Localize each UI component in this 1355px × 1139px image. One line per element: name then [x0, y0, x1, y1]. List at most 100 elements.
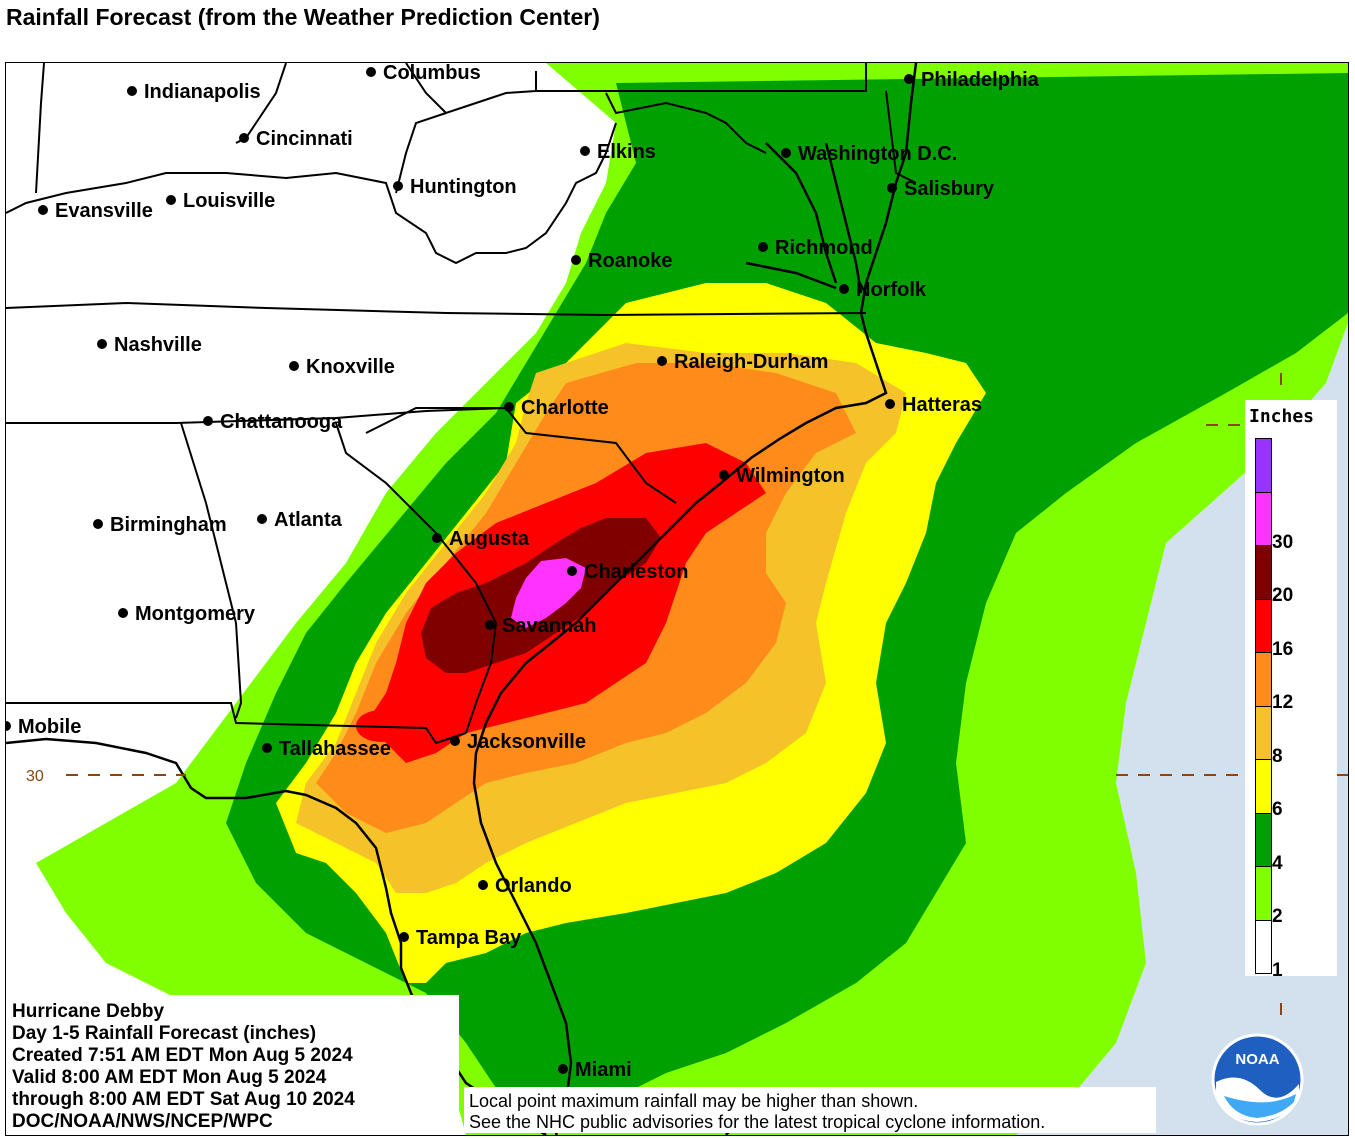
city-label: Salisbury: [904, 178, 995, 200]
city-marker: Charleston: [567, 561, 688, 583]
city-label: Indianapolis: [144, 81, 261, 103]
city-marker: Orlando: [478, 875, 572, 897]
city-dot: [450, 736, 460, 746]
city-label: Mobile: [18, 716, 81, 738]
legend-label: 1: [1272, 959, 1283, 981]
city-marker: Tallahassee: [262, 738, 391, 760]
cities-layer: Columbus Indianapolis Cincinnati Philadelph…: [6, 63, 1040, 1081]
city-marker: Augusta: [432, 528, 530, 550]
legend-label: 4: [1272, 852, 1283, 874]
city-marker: Evansville: [38, 200, 153, 222]
city-dot: [289, 361, 299, 371]
city-dot: [781, 148, 791, 158]
city-dot: [758, 242, 768, 252]
city-dot: [38, 205, 48, 215]
city-dot: [203, 416, 213, 426]
info-source: DOC/NOAA/NWS/NCEP/WPC: [12, 1111, 273, 1132]
city-label: Chattanooga: [220, 411, 343, 433]
legend-swatch: [1255, 919, 1272, 974]
city-dot: [839, 284, 849, 294]
city-dot: [262, 743, 272, 753]
city-label: Richmond: [775, 237, 873, 259]
legend-swatch: [1255, 705, 1272, 760]
city-marker: Atlanta: [257, 509, 343, 531]
city-marker: Hatteras: [885, 394, 982, 416]
legend-swatch: [1255, 866, 1272, 921]
legend-label: 6: [1272, 799, 1283, 820]
city-marker: Huntington: [393, 176, 517, 198]
legend-label: 2: [1272, 906, 1283, 927]
city-marker: Roanoke: [571, 250, 672, 272]
city-dot: [478, 880, 488, 890]
city-label: Savannah: [502, 615, 596, 637]
city-label: Nashville: [114, 334, 202, 356]
city-label: Montgomery: [135, 603, 256, 625]
city-marker: Salisbury: [887, 178, 995, 200]
city-marker: Indianapolis: [127, 81, 261, 103]
city-marker: Philadelphia: [904, 69, 1040, 91]
city-marker: Nashville: [97, 334, 202, 356]
city-dot: [567, 566, 577, 576]
city-label: Norfolk: [856, 279, 927, 301]
city-dot: [904, 74, 914, 84]
city-label: Cincinnati: [256, 128, 353, 150]
city-label: Roanoke: [588, 250, 672, 272]
city-label: Augusta: [449, 528, 530, 550]
city-dot: [393, 181, 403, 191]
city-label: Birmingham: [110, 514, 227, 536]
state-borders: [6, 63, 917, 745]
city-label: Louisville: [183, 190, 275, 212]
city-marker: Washington D.C.: [781, 143, 957, 165]
legend-label: 12: [1272, 692, 1294, 713]
city-marker: Raleigh-Durham: [657, 351, 828, 373]
legend-swatch: [1255, 545, 1272, 600]
rainfall-legend: Inches 30 20 16 12 8 6 4 2 1: [1245, 400, 1337, 981]
city-marker: Elkins: [580, 141, 656, 163]
city-marker: Montgomery: [118, 603, 256, 625]
city-dot: [118, 608, 128, 618]
city-marker: Tampa Bay: [399, 927, 522, 949]
city-label: Huntington: [410, 176, 517, 198]
city-marker: Chattanooga: [203, 411, 343, 433]
rainfall-map: 30 Columbus Indianapolis Cincinnati Philade…: [5, 62, 1349, 1136]
city-label: Jacksonville: [467, 731, 586, 753]
city-marker: Miami: [558, 1059, 632, 1081]
city-marker: Knoxville: [289, 356, 395, 378]
city-dot: [485, 620, 495, 630]
city-marker: Columbus: [366, 63, 481, 84]
city-dot: [127, 86, 137, 96]
city-dot: [239, 133, 249, 143]
city-label: Orlando: [495, 875, 572, 897]
page-title: Rainfall Forecast (from the Weather Pred…: [6, 4, 600, 30]
city-dot: [885, 399, 895, 409]
city-dot: [166, 195, 176, 205]
city-label: Philadelphia: [921, 69, 1040, 91]
legend-label: 30: [1272, 531, 1294, 553]
city-dot: [366, 67, 376, 77]
info-valid: Valid 8:00 AM EDT Mon Aug 5 2024: [12, 1067, 327, 1088]
legend-swatch: [1255, 438, 1272, 493]
info-storm-name: Hurricane Debby: [12, 1001, 165, 1022]
info-product: Day 1-5 Rainfall Forecast (inches): [12, 1023, 317, 1044]
legend-swatch: [1255, 759, 1272, 814]
city-label: Tampa Bay: [416, 927, 522, 949]
city-marker: Jacksonville: [450, 731, 586, 753]
city-dot: [887, 183, 897, 193]
info-created: Created 7:51 AM EDT Mon Aug 5 2024: [12, 1045, 353, 1066]
city-label: Tallahassee: [279, 738, 391, 760]
city-marker: Savannah: [485, 615, 596, 637]
forecast-info-box: Hurricane Debby Day 1-5 Rainfall Forecas…: [7, 995, 459, 1135]
info-through: through 8:00 AM EDT Sat Aug 10 2024: [12, 1089, 355, 1110]
legend-title: Inches: [1249, 406, 1315, 427]
legend-swatch: [1255, 812, 1272, 867]
city-marker: Charlotte: [504, 397, 609, 419]
city-dot: [257, 514, 267, 524]
city-dot: [719, 470, 729, 480]
disclaimer-note: Local point maximum rainfall may be high…: [464, 1087, 1156, 1133]
city-dot: [432, 533, 442, 543]
city-marker: Louisville: [166, 190, 275, 212]
city-label: Columbus: [383, 63, 481, 84]
city-marker: Norfolk: [839, 279, 927, 301]
latitude-30-line: [66, 373, 1348, 1023]
city-dot: [399, 932, 409, 942]
